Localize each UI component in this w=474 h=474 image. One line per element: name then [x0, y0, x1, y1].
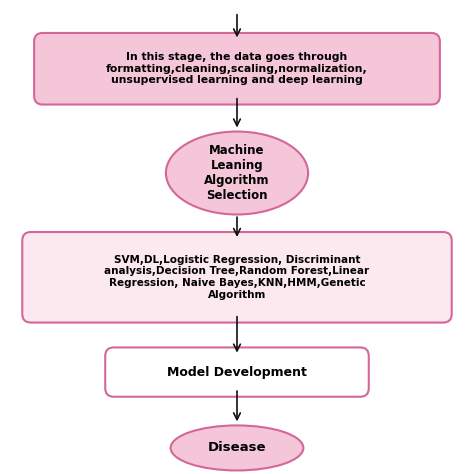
Text: Disease: Disease [208, 441, 266, 455]
Text: Model Development: Model Development [167, 365, 307, 379]
Ellipse shape [166, 131, 308, 215]
Ellipse shape [171, 426, 303, 470]
FancyBboxPatch shape [22, 232, 452, 323]
Text: Machine
Leaning
Algorithm
Selection: Machine Leaning Algorithm Selection [204, 144, 270, 202]
Text: SVM,DL,Logistic Regression, Discriminant
analysis,Decision Tree,Random Forest,Li: SVM,DL,Logistic Regression, Discriminant… [104, 255, 370, 300]
FancyBboxPatch shape [34, 33, 440, 105]
Text: In this stage, the data goes through
formatting,cleaning,scaling,normalization,
: In this stage, the data goes through for… [106, 52, 368, 85]
FancyBboxPatch shape [105, 347, 369, 397]
